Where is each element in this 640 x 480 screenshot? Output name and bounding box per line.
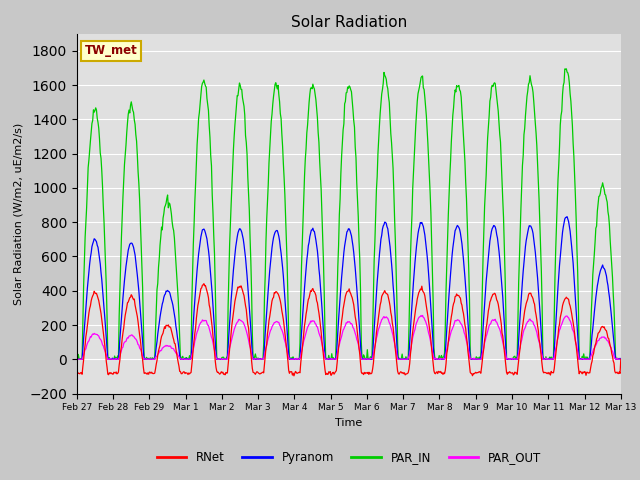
PAR_IN <box>223 353 231 359</box>
PAR_IN <box>617 357 625 362</box>
PAR_OUT <box>139 353 147 359</box>
Pyranom <box>223 355 231 361</box>
PAR_OUT <box>194 327 202 333</box>
RNet <box>617 357 625 362</box>
Y-axis label: Solar Radiation (W/m2, uE/m2/s): Solar Radiation (W/m2, uE/m2/s) <box>13 122 24 305</box>
Line: RNet: RNet <box>77 284 621 376</box>
PAR_OUT <box>419 312 426 318</box>
PAR_IN <box>73 356 81 361</box>
PAR_OUT <box>73 357 81 362</box>
Pyranom <box>140 348 147 354</box>
RNet <box>200 281 208 287</box>
RNet <box>417 286 424 292</box>
PAR_IN <box>140 321 147 327</box>
Pyranom <box>74 357 81 362</box>
RNet <box>194 302 202 308</box>
Pyranom <box>195 251 202 257</box>
Pyranom <box>431 357 439 362</box>
RNet <box>83 329 90 335</box>
Title: Solar Radiation: Solar Radiation <box>291 15 407 30</box>
PAR_OUT <box>223 356 230 362</box>
Pyranom <box>563 214 571 219</box>
PAR_OUT <box>431 355 439 361</box>
X-axis label: Time: Time <box>335 418 362 428</box>
PAR_IN <box>431 357 439 362</box>
Line: PAR_OUT: PAR_OUT <box>77 315 621 360</box>
PAR_IN <box>195 115 202 121</box>
RNet <box>433 370 440 375</box>
Pyranom <box>84 285 92 291</box>
RNet <box>73 368 81 374</box>
Pyranom <box>617 357 625 362</box>
RNet <box>139 357 147 363</box>
PAR_IN <box>84 184 92 190</box>
PAR_IN <box>416 84 424 89</box>
Line: PAR_IN: PAR_IN <box>77 69 621 360</box>
Pyranom <box>73 356 81 361</box>
Line: Pyranom: Pyranom <box>77 216 621 360</box>
PAR_OUT <box>83 343 90 348</box>
Legend: RNet, Pyranom, PAR_IN, PAR_OUT: RNet, Pyranom, PAR_IN, PAR_OUT <box>152 446 545 469</box>
Text: TW_met: TW_met <box>85 44 138 58</box>
PAR_OUT <box>415 315 422 321</box>
RNet <box>223 370 231 376</box>
PAR_IN <box>74 357 81 362</box>
PAR_IN <box>563 66 570 72</box>
PAR_OUT <box>617 357 625 362</box>
RNet <box>290 373 298 379</box>
Pyranom <box>416 224 424 229</box>
